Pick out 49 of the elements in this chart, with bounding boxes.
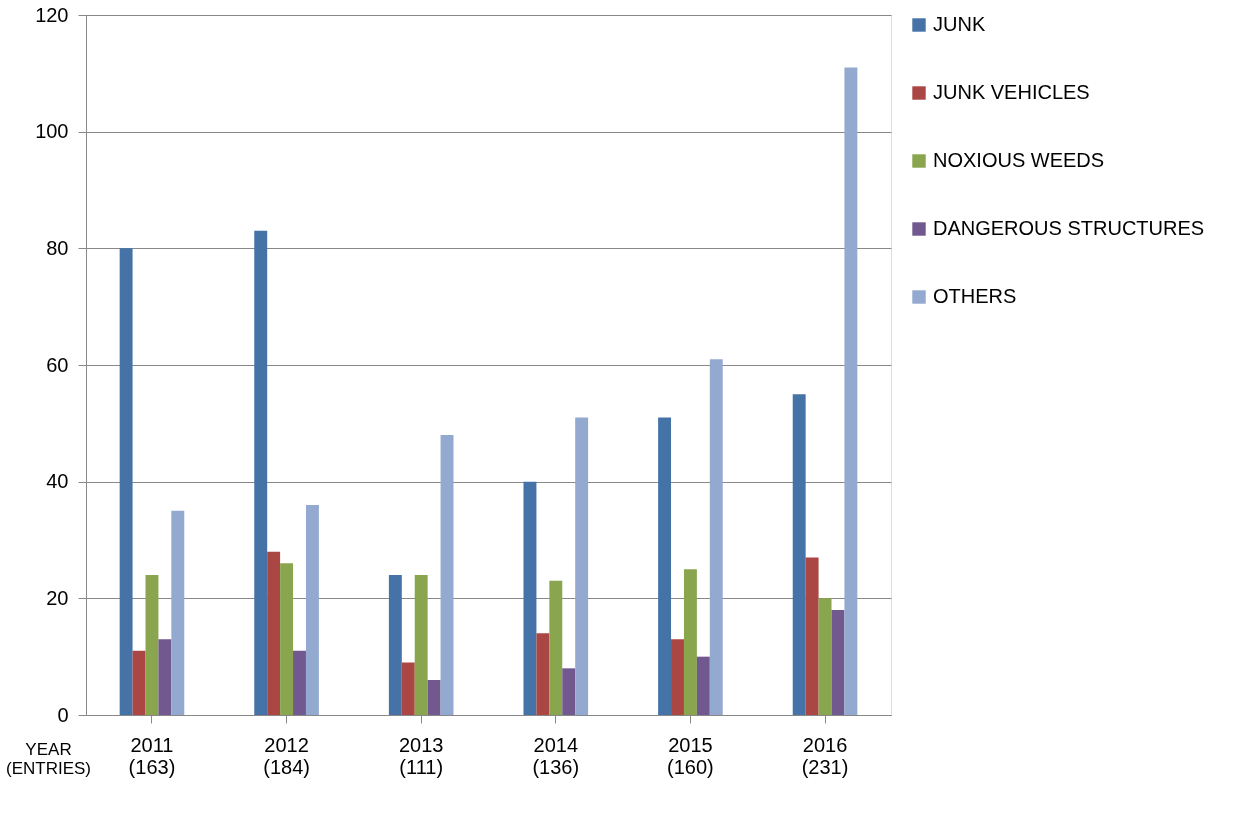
y-tick-label: 100 (35, 120, 69, 143)
x-tick-label: 2013 (111) (398, 733, 444, 778)
x-tick-label: 2011 (163) (128, 733, 176, 778)
x-axis-title: YEAR (ENTRIES) (6, 739, 91, 778)
legend-label: OTHERS (933, 285, 1017, 307)
bar (575, 417, 589, 715)
bar (792, 394, 806, 715)
bar (844, 67, 858, 715)
bar (132, 650, 146, 715)
bar (536, 633, 550, 715)
y-tick-label: 60 (46, 353, 69, 376)
bar (818, 598, 832, 715)
bar (145, 575, 159, 715)
bar (119, 248, 133, 715)
bar (401, 662, 415, 715)
bar (683, 569, 697, 715)
bar (696, 656, 710, 715)
bar (305, 505, 319, 715)
legend-label: JUNK VEHICLES (933, 81, 1090, 103)
y-tick-label: 20 (46, 586, 69, 609)
legend-label: NOXIOUS WEEDS (933, 149, 1105, 171)
bar (549, 580, 563, 715)
legend-label: DANGEROUS STRUCTURES (933, 217, 1205, 239)
legend-label: JUNK (933, 13, 986, 35)
bar (427, 680, 441, 715)
bar (414, 575, 428, 715)
bar (171, 510, 185, 715)
bar (709, 359, 723, 715)
bar (267, 551, 281, 715)
x-tick-label: 2015 (160) (667, 733, 714, 778)
bar (254, 230, 268, 715)
x-tick-label: 2014 (136) (532, 733, 580, 778)
bar (293, 650, 306, 715)
bar (440, 435, 454, 715)
bar (831, 610, 845, 715)
bar (158, 639, 172, 715)
x-tick-label: 2012 (184) (263, 733, 310, 778)
bar (671, 639, 684, 715)
y-tick-label: 80 (46, 236, 69, 259)
bar (562, 668, 576, 715)
bar (523, 481, 537, 715)
bar (658, 417, 672, 715)
x-tick-label: 2016 (231) (801, 733, 849, 778)
bar (280, 563, 294, 715)
y-tick-label: 120 (35, 3, 69, 26)
bar (388, 575, 402, 715)
bar (805, 557, 819, 715)
y-tick-label: 0 (57, 703, 69, 726)
y-tick-label: 40 (46, 470, 69, 493)
